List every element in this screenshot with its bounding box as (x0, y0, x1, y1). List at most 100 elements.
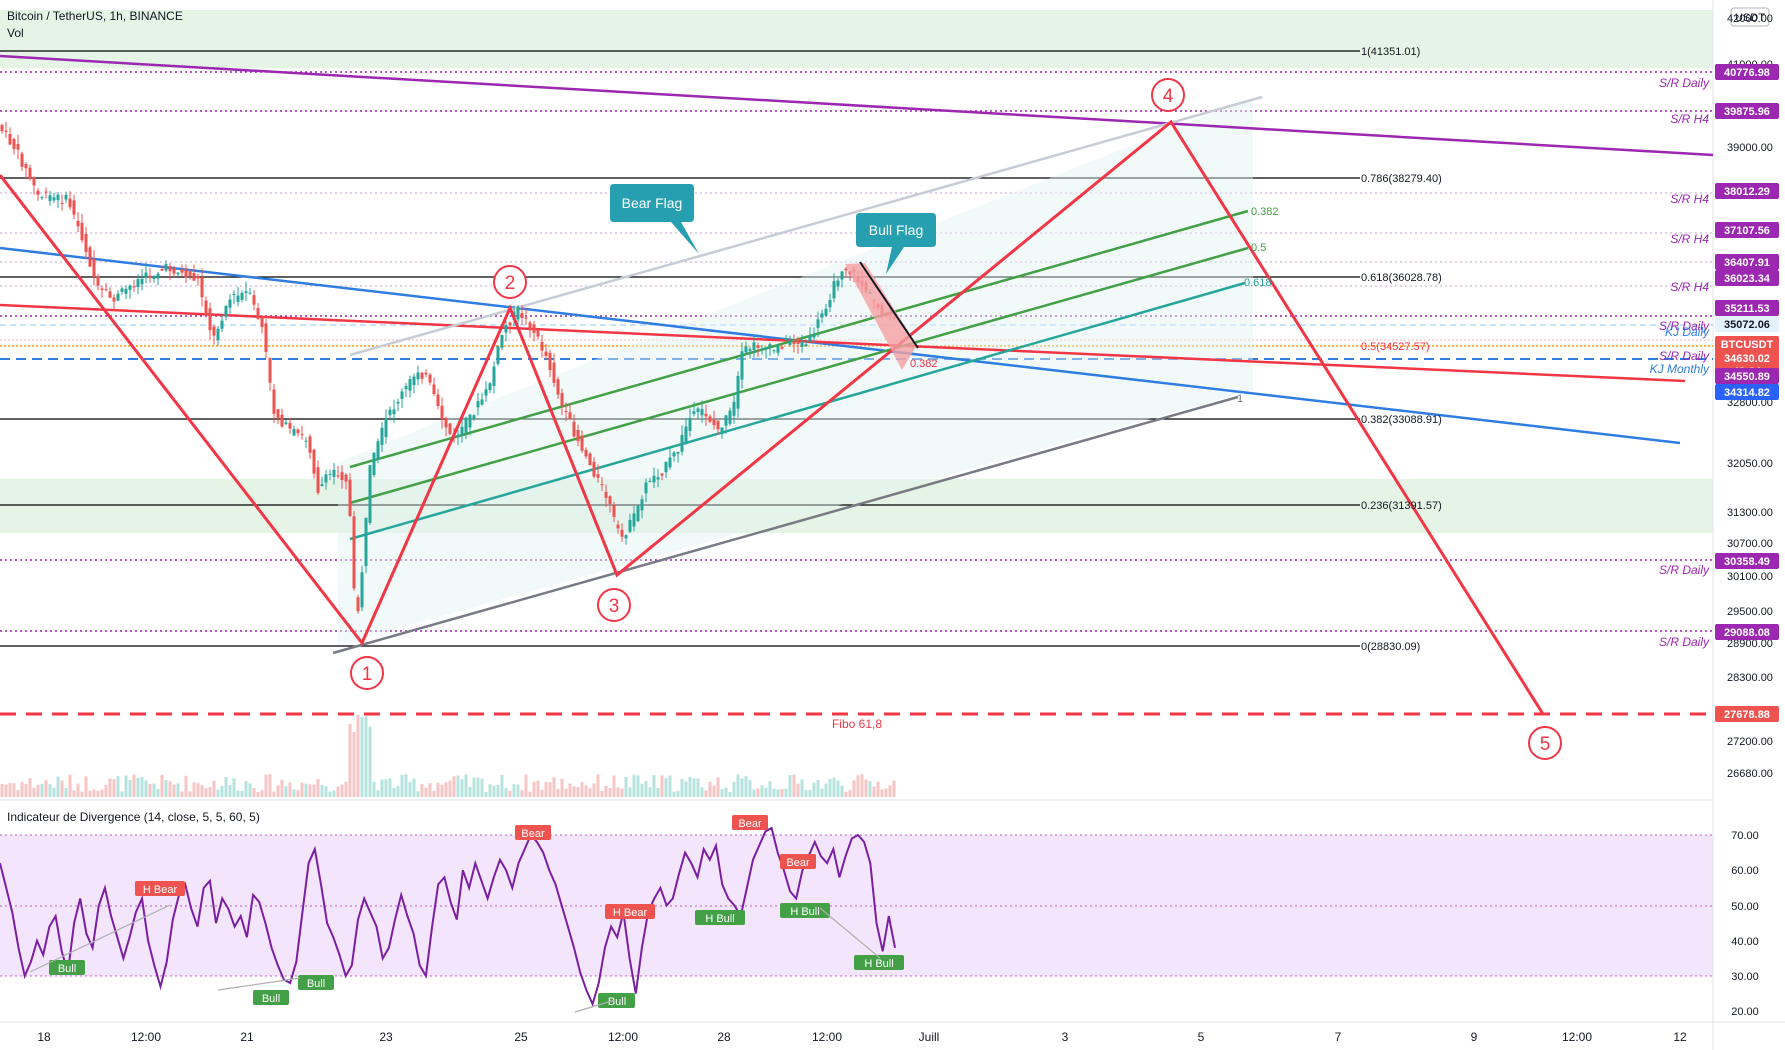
volume-bar (540, 789, 544, 797)
volume-bar (452, 776, 456, 797)
time-tick-label: 12 (1673, 1030, 1687, 1044)
volume-bar (676, 791, 680, 797)
volume-bar (64, 788, 68, 797)
volume-bar (260, 790, 264, 797)
candle-body (832, 281, 836, 299)
volume-bar (32, 787, 36, 797)
volume-bar (864, 779, 868, 797)
price-tag-label: 39875.96 (1724, 106, 1770, 118)
price-tag: 30358.49 (1715, 553, 1779, 569)
candle-body (404, 386, 408, 390)
grey-channel-top (349, 95, 1263, 357)
candle-body (256, 308, 260, 319)
candle-body (776, 344, 780, 353)
candle-body (788, 340, 792, 345)
candle-body (716, 420, 720, 430)
volume-bar (764, 787, 768, 797)
candle-body (100, 288, 104, 290)
volume-bar (700, 787, 704, 797)
volume-bar (340, 784, 344, 797)
candle-body (696, 408, 700, 413)
candle-body (392, 409, 396, 415)
time-tick-label: 12:00 (1562, 1030, 1592, 1044)
candle-body (140, 278, 144, 285)
volume-bar (492, 785, 496, 797)
volume-bar (720, 789, 724, 797)
volume-bar (392, 787, 396, 797)
volume-bar (160, 774, 164, 797)
volume-bar (612, 775, 616, 797)
candle-body (828, 300, 832, 308)
volume-bar (104, 784, 108, 797)
candle-body (268, 357, 272, 383)
candle-body (804, 344, 808, 347)
volume-bar (556, 788, 560, 797)
fib-label-0: 0(28830.09) (1361, 641, 1420, 653)
volume-bar (324, 786, 328, 797)
volume-bar (760, 785, 764, 797)
volume-bar (332, 790, 336, 797)
sr-label-daily-5: S/R Daily (1659, 635, 1710, 649)
candle-body (636, 505, 640, 522)
volume-bar (368, 726, 372, 797)
vol-label: Vol (7, 26, 24, 40)
svg-text:Bull: Bull (58, 963, 76, 975)
volume-bar (180, 791, 184, 797)
indicator-axis[interactable]: 70.00 60.00 50.00 40.00 30.00 20.00 (1731, 830, 1759, 1018)
volume-bar (272, 791, 276, 797)
price-tick-label: 31300.00 (1727, 507, 1773, 519)
volume-bar (868, 781, 872, 797)
candle-body (500, 334, 504, 348)
volume-bar (692, 778, 696, 797)
volume-bar (516, 784, 520, 797)
candle-body (232, 294, 236, 296)
candle-body (772, 350, 776, 352)
volume-bar (800, 779, 804, 797)
indicator-title: Indicateur de Divergence (14, close, 5, … (7, 810, 260, 824)
teal-channel (349, 281, 1246, 541)
volume-bar (252, 788, 256, 797)
bear-flag-label: Bear Flag (622, 195, 683, 211)
candle-body (36, 190, 40, 195)
volume-bar (412, 778, 416, 797)
time-axis[interactable]: 18 12:00 21 23 25 12:00 28 12:00 Juill 3 5 7 9 12:00 1… (37, 1030, 1687, 1044)
candle-body (212, 326, 216, 336)
kj-label-daily: KJ Daily (1665, 325, 1710, 339)
svg-text:H Bear: H Bear (143, 884, 178, 896)
volume-bar (148, 784, 152, 797)
volume-bar (4, 784, 8, 797)
bull-flag-line (859, 261, 919, 349)
volume-bar (276, 785, 280, 797)
price-tag: 29088.08 (1715, 624, 1779, 640)
volume-bar (488, 784, 492, 797)
volume-bar (604, 785, 608, 797)
candle-body (644, 482, 648, 494)
volume-bar (240, 791, 244, 797)
candle-body (624, 535, 628, 539)
price-tick-label: 42000.00 (1727, 13, 1773, 25)
volume-bar (532, 781, 536, 797)
candle-body (608, 496, 612, 504)
volume-bar (236, 790, 240, 797)
volume-bar (512, 784, 516, 797)
volume-bar (136, 777, 140, 797)
svg-text:H Bull: H Bull (790, 906, 819, 918)
candle-body (192, 273, 196, 281)
candle-body (564, 410, 568, 412)
candle-body (612, 505, 616, 517)
candle-body (64, 194, 68, 200)
price-tick-label: 28300.00 (1727, 672, 1773, 684)
volume-bar (672, 791, 676, 797)
candle-body (800, 341, 804, 347)
volume-bar (620, 788, 624, 797)
candle-body (24, 163, 28, 169)
volume-bar (420, 784, 424, 797)
candle-body (60, 203, 64, 205)
volume-bar (92, 789, 96, 797)
candle-body (464, 417, 468, 433)
price-tag-label: 30358.49 (1724, 556, 1770, 568)
volume-bar (176, 783, 180, 797)
candle-body (840, 271, 844, 280)
currency-badge[interactable]: USDT (1730, 7, 1770, 27)
